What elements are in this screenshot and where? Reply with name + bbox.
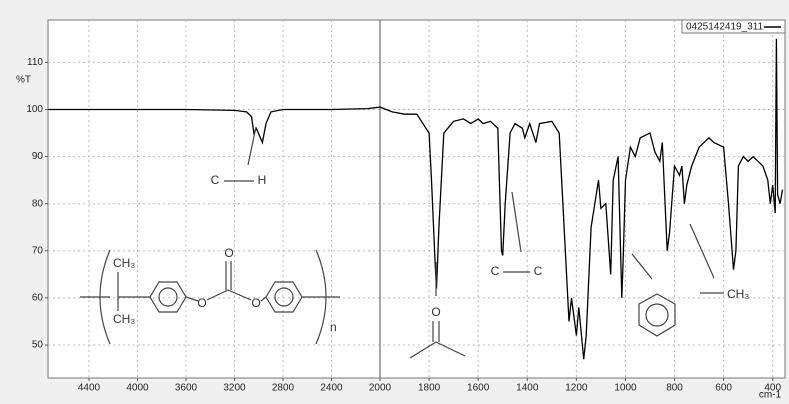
annotation: H [258,173,267,187]
annotation: O [224,246,233,260]
annotation: CH₃ [113,256,135,270]
x-tick-label: 2800 [272,383,295,394]
benzene [638,293,676,337]
annotation: C [534,264,543,278]
x-tick-label: 1200 [565,383,588,394]
y-tick-label: 70 [32,245,44,256]
y-tick-label: 100 [26,104,43,115]
bond [185,296,199,302]
y-tick-label: 90 [32,151,44,162]
x-tick-label: 800 [666,383,683,394]
benzene-ring [158,287,178,307]
legend: 0425142419_311 [681,19,786,34]
legend-label: 0425142419_311 [686,22,764,33]
annotation: C [491,264,500,278]
annotation: CH₃ [727,287,749,301]
bond [260,296,267,302]
x-tick-label: 4400 [78,383,101,394]
x-tick-label: 3200 [223,383,246,394]
plot-area [47,19,786,379]
x-tick-label: 1600 [467,383,490,394]
x-tick-label: 2400 [320,383,343,394]
annotations: C H C C O CH₃ CH₃ CH₃ O O [80,126,749,359]
bracket [99,249,111,345]
benzene-ring [274,287,294,307]
annotation: CH₃ [113,312,135,326]
y-tick-label: 60 [32,293,44,304]
y-tick-label: 110 [27,57,43,68]
x-tick-label: 400 [764,383,781,394]
marker [511,191,522,253]
bond [409,341,437,359]
y-axis-label: %T [16,75,31,86]
annotation: O [197,296,206,310]
x-axis-label: cm-1 [759,390,782,401]
annotation: O [431,305,440,319]
x-tick-label: 3600 [175,383,198,394]
x-tick-label: 2000 [369,383,392,394]
x-tick-label: 1000 [614,383,637,394]
bond [435,341,466,357]
y-tick-label: 80 [32,198,44,209]
x-tick-label: 4000 [126,383,149,394]
bond [227,289,252,301]
marker [631,253,653,280]
marker [689,223,715,279]
bond [206,289,229,301]
annotation: C [211,173,220,187]
annotation: n [330,320,337,334]
annotation: O [251,296,260,310]
x-tick-label: 1800 [418,383,441,394]
x-tick-label: 600 [715,383,732,394]
marker [247,126,257,166]
x-tick-label: 1400 [516,383,539,394]
y-tick-label: 50 [32,340,44,351]
legend-box [681,19,786,34]
spectrum-line [48,38,784,360]
benzene-ring [645,303,669,327]
